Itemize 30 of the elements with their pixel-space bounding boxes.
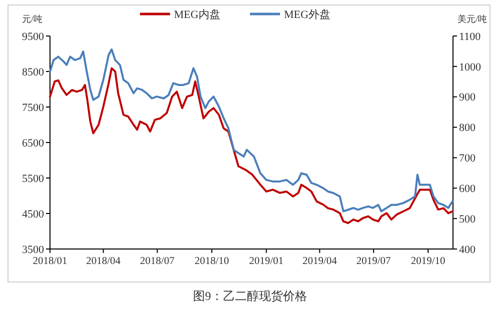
y2-tick-label: 800 — [459, 122, 476, 134]
x-tick-label: 2018/01 — [32, 256, 68, 267]
x-tick-label: 2018/04 — [86, 256, 122, 267]
y-tick-label: 5500 — [22, 172, 44, 185]
x-tick-label: 2018/10 — [194, 256, 230, 267]
y-tick-label: 4500 — [22, 208, 44, 220]
y-tick-label: 3500 — [22, 244, 44, 256]
line-series — [49, 67, 454, 224]
y-axis-title: 元/吨 — [22, 14, 43, 24]
y2-tick-label: 400 — [459, 244, 476, 256]
y2-tick-label: 1100 — [459, 30, 482, 43]
y2-tick-label: 900 — [459, 92, 476, 104]
caption: 图9：乙二醇现货价格 — [193, 289, 307, 303]
y2-axis-title: 美元/吨 — [457, 14, 487, 24]
x-tick-label: 2018/07 — [140, 256, 174, 267]
y2-tick-label: 600 — [459, 182, 476, 195]
legend-label: MEG外盘 — [284, 8, 330, 21]
line-series — [49, 48, 454, 212]
x-tick-label: 2019/10 — [410, 256, 446, 267]
y-tick-label: 8500 — [22, 66, 44, 78]
y2-tick-label: 700 — [459, 152, 476, 165]
x-tick-label: 2019/07 — [356, 256, 391, 267]
y-tick-label: 7500 — [22, 102, 44, 114]
x-tick-label: 2019/04 — [302, 256, 338, 267]
legend-label: MEG内盘 — [174, 8, 220, 21]
y2-tick-label: 500 — [459, 213, 476, 226]
y-tick-label: 9500 — [22, 30, 44, 43]
y-tick-label: 6500 — [22, 137, 44, 150]
y2-tick-label: 1000 — [459, 61, 482, 74]
x-tick-label: 2019/01 — [249, 256, 284, 267]
